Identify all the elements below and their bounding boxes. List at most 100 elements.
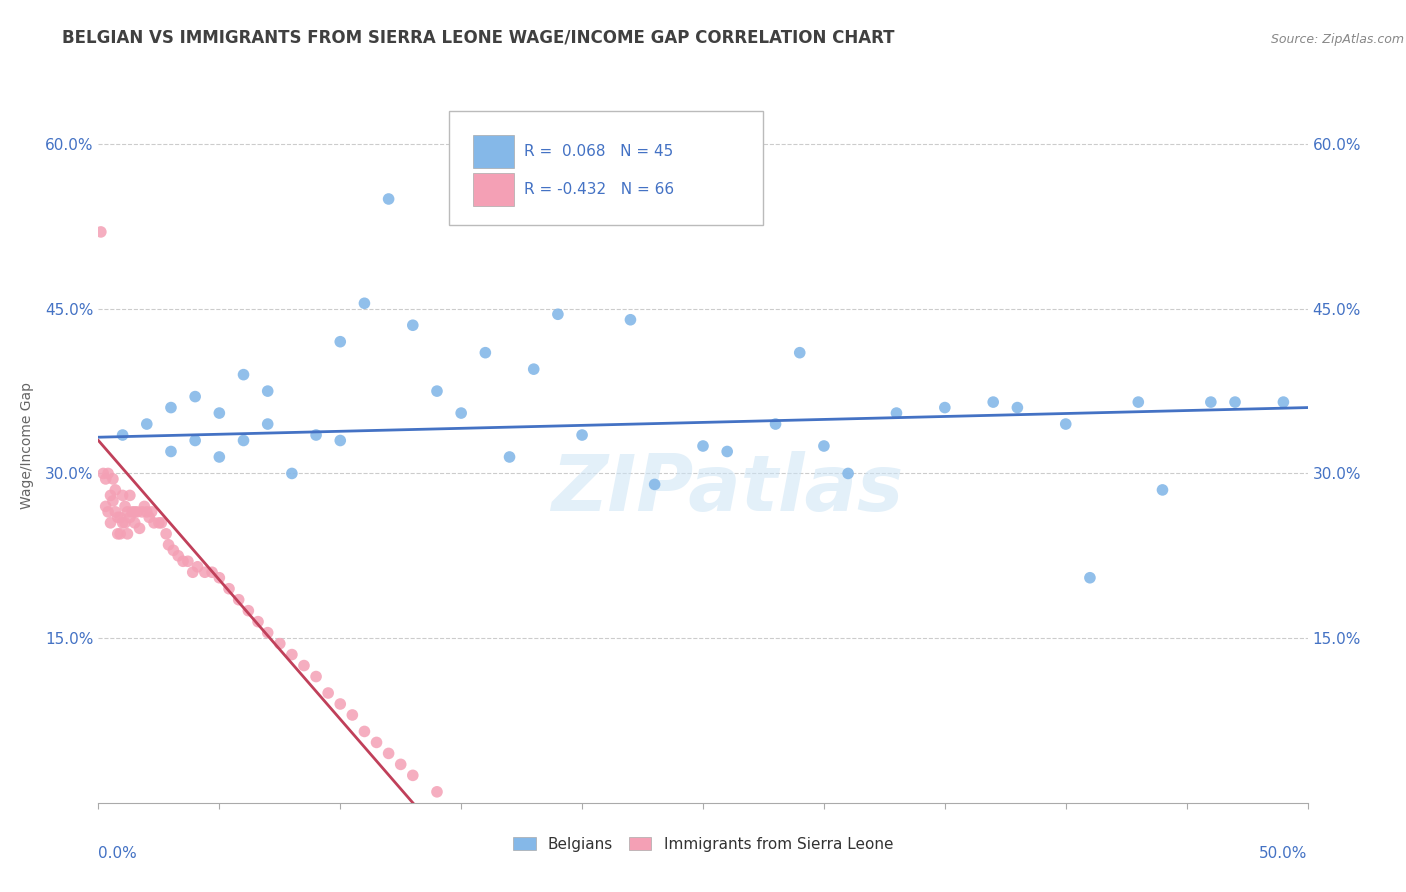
Point bbox=[160, 401, 183, 415]
Point bbox=[143, 516, 166, 530]
Point bbox=[184, 434, 207, 448]
Point bbox=[389, 757, 412, 772]
Point bbox=[238, 604, 260, 618]
Point bbox=[104, 483, 127, 497]
Point bbox=[981, 395, 1004, 409]
Point bbox=[218, 582, 240, 596]
Point bbox=[1272, 395, 1295, 409]
Text: BELGIAN VS IMMIGRANTS FROM SIERRA LEONE WAGE/INCOME GAP CORRELATION CHART: BELGIAN VS IMMIGRANTS FROM SIERRA LEONE … bbox=[62, 29, 894, 46]
Point bbox=[366, 735, 388, 749]
Point bbox=[523, 362, 546, 376]
Point bbox=[177, 554, 200, 568]
Point bbox=[329, 334, 352, 349]
Text: 0.0%: 0.0% bbox=[98, 846, 138, 861]
Point bbox=[402, 318, 425, 333]
Point bbox=[256, 625, 278, 640]
Point bbox=[131, 505, 153, 519]
Point bbox=[111, 488, 134, 502]
Point bbox=[124, 516, 146, 530]
Point bbox=[104, 505, 127, 519]
Point bbox=[91, 467, 114, 481]
Point bbox=[157, 538, 180, 552]
Point bbox=[117, 505, 139, 519]
Point bbox=[281, 467, 304, 481]
Point bbox=[377, 192, 399, 206]
Point bbox=[127, 505, 149, 519]
Point bbox=[1054, 417, 1077, 431]
Point bbox=[118, 488, 141, 502]
Point bbox=[100, 488, 122, 502]
Point bbox=[813, 439, 835, 453]
Point bbox=[162, 543, 184, 558]
Point bbox=[94, 500, 117, 514]
Point bbox=[619, 312, 641, 326]
Point bbox=[111, 516, 134, 530]
Point bbox=[160, 444, 183, 458]
Text: R =  0.068   N = 45: R = 0.068 N = 45 bbox=[524, 144, 673, 159]
Point bbox=[342, 708, 364, 723]
Point bbox=[329, 697, 352, 711]
Point bbox=[377, 747, 399, 761]
Point bbox=[135, 417, 157, 431]
Point bbox=[450, 406, 472, 420]
Point bbox=[121, 505, 143, 519]
Point bbox=[232, 368, 254, 382]
Y-axis label: Wage/Income Gap: Wage/Income Gap bbox=[20, 383, 34, 509]
Point bbox=[228, 592, 250, 607]
Point bbox=[765, 417, 787, 431]
FancyBboxPatch shape bbox=[474, 135, 515, 168]
Point bbox=[138, 510, 160, 524]
Point bbox=[148, 516, 170, 530]
Point bbox=[150, 516, 173, 530]
Point bbox=[201, 566, 224, 580]
Point bbox=[97, 505, 120, 519]
Point bbox=[114, 500, 136, 514]
Point bbox=[141, 505, 163, 519]
Point bbox=[716, 444, 738, 458]
Point bbox=[692, 439, 714, 453]
Point bbox=[117, 526, 139, 541]
Point bbox=[426, 785, 449, 799]
Legend: Belgians, Immigrants from Sierra Leone: Belgians, Immigrants from Sierra Leone bbox=[505, 829, 901, 859]
Point bbox=[426, 384, 449, 398]
Point bbox=[281, 648, 304, 662]
Point bbox=[94, 472, 117, 486]
Point bbox=[329, 434, 352, 448]
Point bbox=[108, 526, 131, 541]
Point bbox=[135, 505, 157, 519]
Point bbox=[886, 406, 908, 420]
Text: ZIPatlas: ZIPatlas bbox=[551, 450, 903, 527]
Point bbox=[232, 434, 254, 448]
Point bbox=[111, 428, 134, 442]
Point bbox=[1128, 395, 1150, 409]
Point bbox=[118, 510, 141, 524]
FancyBboxPatch shape bbox=[474, 173, 515, 206]
Point bbox=[837, 467, 859, 481]
Point bbox=[402, 768, 425, 782]
Point bbox=[353, 296, 375, 310]
Point bbox=[100, 516, 122, 530]
Point bbox=[108, 510, 131, 524]
Point bbox=[172, 554, 194, 568]
Text: R = -0.432   N = 66: R = -0.432 N = 66 bbox=[524, 182, 673, 197]
Point bbox=[107, 526, 129, 541]
Point bbox=[292, 658, 315, 673]
Point bbox=[1152, 483, 1174, 497]
Point bbox=[256, 384, 278, 398]
Text: Source: ZipAtlas.com: Source: ZipAtlas.com bbox=[1271, 33, 1405, 46]
Point bbox=[208, 571, 231, 585]
Point bbox=[90, 225, 112, 239]
Point bbox=[256, 417, 278, 431]
Point bbox=[547, 307, 569, 321]
Point bbox=[474, 345, 496, 359]
Point bbox=[181, 566, 204, 580]
Point bbox=[208, 450, 231, 464]
Point bbox=[128, 521, 150, 535]
Point bbox=[101, 472, 124, 486]
Point bbox=[1199, 395, 1222, 409]
Point bbox=[114, 516, 136, 530]
Point bbox=[1007, 401, 1029, 415]
Point bbox=[187, 559, 209, 574]
Point bbox=[134, 500, 156, 514]
Point bbox=[97, 467, 120, 481]
